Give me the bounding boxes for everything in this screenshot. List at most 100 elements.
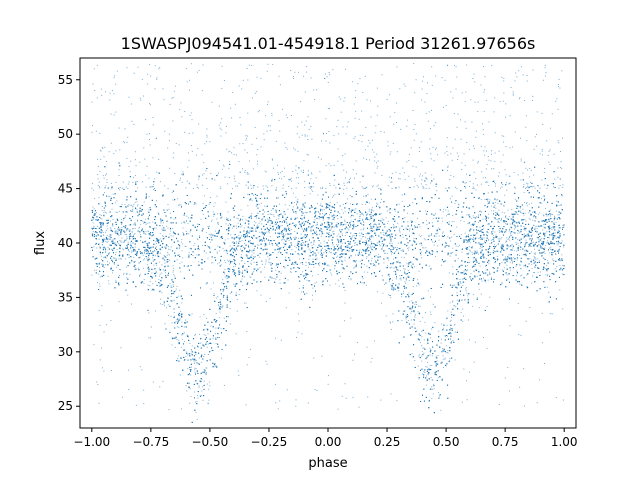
data-point <box>485 241 487 243</box>
data-point <box>139 226 141 228</box>
data-point <box>344 219 346 221</box>
data-point <box>551 234 553 236</box>
data-point <box>297 237 299 239</box>
data-point <box>298 249 300 251</box>
data-point <box>537 271 539 273</box>
data-point <box>172 228 174 230</box>
data-point <box>118 274 120 276</box>
data-point <box>278 218 280 220</box>
data-point <box>381 217 383 219</box>
data-point <box>169 283 171 285</box>
data-point <box>420 254 422 256</box>
data-point <box>400 249 402 251</box>
data-point <box>236 228 238 230</box>
data-point <box>556 266 558 268</box>
data-point <box>483 256 485 258</box>
data-point <box>558 214 560 216</box>
data-point <box>241 278 243 280</box>
data-point <box>195 367 197 369</box>
data-point <box>388 209 390 211</box>
data-point <box>235 292 237 294</box>
data-point <box>405 296 407 298</box>
data-point <box>346 250 348 252</box>
data-point <box>171 344 173 346</box>
data-point <box>431 398 433 400</box>
data-point <box>299 244 301 246</box>
data-point <box>229 223 231 225</box>
data-point <box>121 237 123 239</box>
data-point <box>277 197 279 199</box>
data-point <box>549 214 551 216</box>
data-point <box>201 361 203 363</box>
data-point <box>240 209 242 211</box>
data-point <box>194 369 196 371</box>
data-point <box>122 241 124 243</box>
data-point <box>251 260 253 262</box>
data-point <box>356 213 358 215</box>
data-point <box>296 217 298 219</box>
data-point <box>442 220 444 222</box>
data-point <box>426 366 428 368</box>
data-point <box>128 224 130 226</box>
data-point <box>543 226 545 228</box>
data-point <box>468 252 470 254</box>
data-point <box>535 212 537 214</box>
data-point <box>495 185 497 187</box>
data-point <box>489 199 491 201</box>
data-point <box>125 207 127 209</box>
data-point <box>408 249 410 251</box>
data-point <box>391 251 393 253</box>
data-point <box>540 198 542 200</box>
data-point <box>194 333 196 335</box>
data-point <box>507 278 509 280</box>
data-point <box>353 234 355 236</box>
data-point <box>205 231 207 233</box>
data-point <box>402 249 404 251</box>
data-point <box>236 299 238 301</box>
data-point <box>195 359 197 361</box>
data-point <box>312 221 314 223</box>
data-point <box>526 205 528 207</box>
data-point <box>319 233 321 235</box>
data-point <box>531 282 533 284</box>
data-point <box>252 194 254 196</box>
data-point <box>205 283 207 285</box>
data-point <box>204 372 206 374</box>
data-point <box>375 265 377 267</box>
data-point <box>151 272 153 274</box>
data-point <box>182 232 184 234</box>
data-point <box>450 311 452 313</box>
data-point <box>247 244 249 246</box>
data-point <box>109 234 111 236</box>
data-point <box>228 271 230 273</box>
data-point <box>297 313 299 315</box>
data-point <box>172 280 174 282</box>
data-point <box>541 202 543 204</box>
data-point <box>296 207 298 209</box>
data-point <box>259 231 261 233</box>
data-point <box>517 242 519 244</box>
data-point <box>445 245 447 247</box>
data-point <box>112 193 114 195</box>
data-point <box>414 313 416 315</box>
data-point <box>227 275 229 277</box>
data-point <box>298 221 299 223</box>
data-point <box>149 258 151 260</box>
data-point <box>387 220 389 222</box>
data-point <box>241 260 243 262</box>
data-point <box>197 346 199 348</box>
data-point <box>432 251 434 253</box>
data-point <box>554 268 556 270</box>
data-point <box>469 238 471 240</box>
data-point <box>310 228 312 230</box>
data-point <box>194 242 196 244</box>
data-point <box>253 270 255 272</box>
data-point <box>205 342 207 344</box>
data-point <box>404 217 406 219</box>
data-point <box>194 371 196 373</box>
data-point <box>340 245 342 247</box>
data-point <box>246 268 248 270</box>
data-point <box>552 226 554 228</box>
data-point <box>466 292 468 294</box>
